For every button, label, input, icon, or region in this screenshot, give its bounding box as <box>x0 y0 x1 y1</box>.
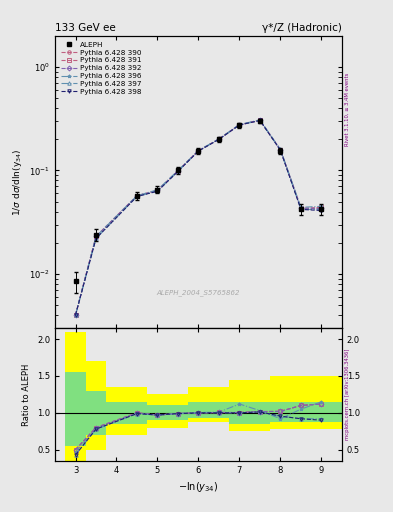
Text: Rivet 3.1.10, ≥ 3.4M events: Rivet 3.1.10, ≥ 3.4M events <box>345 72 350 145</box>
Y-axis label: Ratio to ALEPH: Ratio to ALEPH <box>22 363 31 425</box>
X-axis label: $-\ln(y_{34})$: $-\ln(y_{34})$ <box>178 480 219 494</box>
Text: 133 GeV ee: 133 GeV ee <box>55 23 116 33</box>
Text: γ*/Z (Hadronic): γ*/Z (Hadronic) <box>262 23 342 33</box>
Y-axis label: 1/$\sigma$ d$\sigma$/dln(y$_{34}$): 1/$\sigma$ d$\sigma$/dln(y$_{34}$) <box>11 148 24 216</box>
Text: mcplots.cern.ch [arXiv:1306.3436]: mcplots.cern.ch [arXiv:1306.3436] <box>345 349 350 440</box>
Legend: ALEPH, Pythia 6.428 390, Pythia 6.428 391, Pythia 6.428 392, Pythia 6.428 396, P: ALEPH, Pythia 6.428 390, Pythia 6.428 39… <box>59 39 143 97</box>
Text: ALEPH_2004_S5765862: ALEPH_2004_S5765862 <box>157 290 240 296</box>
